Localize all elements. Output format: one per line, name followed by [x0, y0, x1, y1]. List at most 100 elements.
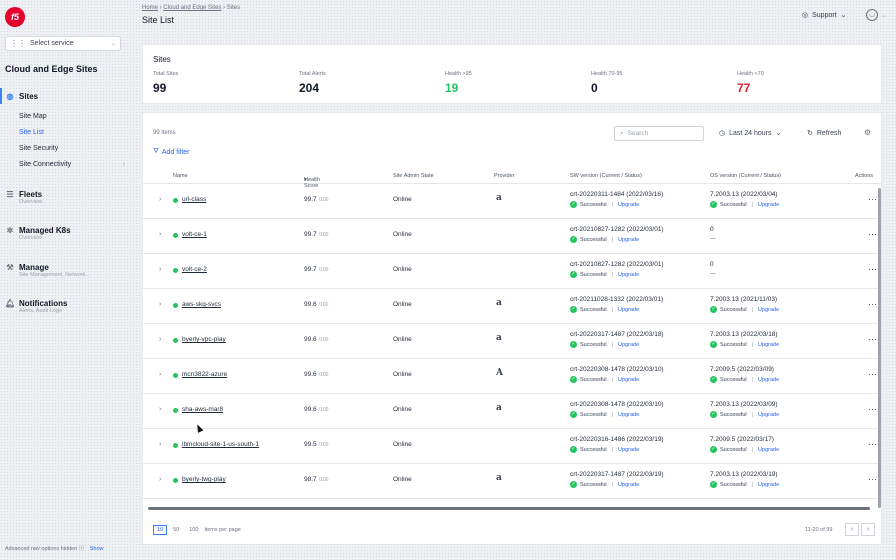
col-os[interactable]: OS version (Current / Status) [710, 173, 781, 179]
stat-value: 19 [445, 81, 459, 95]
nav-site-map[interactable]: Site Map [0, 108, 133, 124]
page-size-50[interactable]: 50 [173, 527, 180, 533]
upgrade-link[interactable]: Upgrade [618, 201, 640, 208]
upgrade-link[interactable]: Upgrade [618, 446, 640, 453]
table-row[interactable]: › byerly-vpc-play 99.6/100 Online a crt-20220… [143, 324, 881, 359]
nav-site-security[interactable]: Site Security [0, 140, 133, 156]
more-actions-icon[interactable]: ··· [868, 474, 877, 484]
health-value: 99.7 [304, 196, 317, 203]
expand-row-icon[interactable]: › [159, 301, 162, 308]
breadcrumb-home[interactable]: Home [142, 5, 159, 11]
table-row[interactable]: › volt-ce-2 99.7/100 Online crt-20210827-128… [143, 254, 881, 289]
nav-manage-label: Manage [19, 262, 49, 272]
expand-row-icon[interactable]: › [159, 406, 162, 413]
upgrade-link[interactable]: Upgrade [758, 306, 780, 313]
upgrade-link[interactable]: Upgrade [758, 411, 780, 418]
add-filter-button[interactable]: ⛛ Add filter [153, 148, 190, 156]
upgrade-link[interactable]: Upgrade [618, 306, 640, 313]
page-size-100[interactable]: 100 [189, 527, 199, 533]
more-actions-icon[interactable]: ··· [868, 404, 877, 414]
filter-icon: ⛛ [153, 148, 159, 155]
upgrade-link[interactable]: Upgrade [618, 236, 640, 243]
nav-site-connectivity[interactable]: Site Connectivity › [0, 156, 133, 172]
col-state[interactable]: Site Admin State [393, 173, 434, 179]
site-name-link[interactable]: byerly-vpc-play [182, 336, 226, 343]
more-actions-icon[interactable]: ··· [868, 299, 877, 309]
refresh-button[interactable]: ↻ Refresh [807, 129, 841, 138]
page-size-10[interactable]: 10 [153, 525, 168, 535]
nav-fleets[interactable]: ☰ Fleets Overview [0, 186, 133, 206]
site-name-link[interactable]: byerly-twg-play [182, 476, 226, 483]
col-sw[interactable]: SW version (Current / Status) [570, 173, 642, 179]
site-name-link[interactable]: url-class [182, 196, 207, 203]
f5-logo[interactable]: f5 [5, 7, 25, 27]
prev-page-button[interactable]: ‹ [845, 523, 859, 536]
breadcrumb-cloud-edge[interactable]: Cloud and Edge Sites [163, 5, 222, 11]
select-service-dropdown[interactable]: ⋮⋮ Select service ⌄ [5, 36, 121, 51]
upgrade-link[interactable]: Upgrade [758, 481, 780, 488]
upgrade-link[interactable]: Upgrade [618, 411, 640, 418]
site-name-link[interactable]: volt-ce-1 [182, 231, 207, 238]
nav-notifications[interactable]: 🔔︎ Notifications Alerts, Audit Logs [0, 295, 133, 315]
table-row[interactable]: › sha-aws-mar8 99.6/100 Online a crt-20220308… [143, 394, 881, 429]
os-version-cell: 0— [710, 226, 716, 242]
check-circle-icon: ✓ [570, 306, 577, 313]
more-actions-icon[interactable]: ··· [868, 439, 877, 449]
expand-row-icon[interactable]: › [159, 441, 162, 448]
table-row[interactable]: › url-class 99.7/100 Online a crt-20220311-14… [143, 184, 881, 219]
os-status: ✓ Successful | Upgrade [710, 341, 779, 348]
table-row[interactable]: › ibmcloud-site-1-us-south-1 99.5/100 Onlin… [143, 429, 881, 464]
vertical-scrollbar[interactable] [878, 188, 881, 508]
expand-row-icon[interactable]: › [159, 266, 162, 273]
more-actions-icon[interactable]: ··· [868, 229, 877, 239]
upgrade-link[interactable]: Upgrade [618, 271, 640, 278]
sw-version-cell: crt-20220317-1487 (2022/03/19) ✓ Successfu… [570, 471, 664, 488]
upgrade-link[interactable]: Upgrade [758, 201, 780, 208]
table-body: › url-class 99.7/100 Online a crt-20220311-14… [143, 184, 881, 499]
fleets-icon: ☰ [6, 189, 14, 199]
site-name-link[interactable]: sha-aws-mar8 [182, 406, 224, 413]
nav-manage[interactable]: ⚒ Manage Site Management, Network... [0, 259, 133, 279]
horizontal-scrollbar[interactable] [148, 507, 870, 510]
k8s-icon: ✲ [6, 225, 14, 235]
site-name-link[interactable]: ibmcloud-site-1-us-south-1 [182, 441, 259, 448]
site-name-link[interactable]: aws-skg-svcs [182, 301, 222, 308]
upgrade-link[interactable]: Upgrade [618, 481, 640, 488]
col-provider[interactable]: Provider [494, 173, 515, 179]
expand-row-icon[interactable]: › [159, 231, 162, 238]
chevron-down-icon[interactable]: ⌄ [881, 13, 887, 19]
nav-managed-k8s[interactable]: ✲ Managed K8s Overview [0, 222, 133, 242]
upgrade-link[interactable]: Upgrade [758, 376, 780, 383]
table-row[interactable]: › aws-skg-svcs 99.6/100 Online a crt-20211028… [143, 289, 881, 324]
more-actions-icon[interactable]: ··· [868, 264, 877, 274]
site-name-link[interactable]: mcn3822-azure [182, 371, 228, 378]
expand-row-icon[interactable]: › [159, 336, 162, 343]
expand-row-icon[interactable]: › [159, 476, 162, 483]
health-suffix: /100 [318, 407, 329, 413]
health-suffix: /100 [318, 302, 329, 308]
advanced-nav-show-link[interactable]: Show [89, 546, 104, 552]
upgrade-link[interactable]: Upgrade [618, 341, 640, 348]
check-circle-icon: ✓ [570, 376, 577, 383]
table-row[interactable]: › byerly-twg-play 98.7/100 Online a crt-20220… [143, 464, 881, 499]
col-name[interactable]: Name [173, 173, 188, 179]
more-actions-icon[interactable]: ··· [868, 334, 877, 344]
nav-site-list[interactable]: Site List [0, 124, 133, 140]
nav-sites[interactable]: ◍ Sites [0, 88, 133, 104]
user-avatar-icon[interactable]: ◡ [866, 9, 878, 21]
settings-gear-icon[interactable]: ⚙ [864, 128, 872, 137]
upgrade-link[interactable]: Upgrade [758, 341, 780, 348]
search-input[interactable]: ⌕ Search [614, 126, 704, 141]
time-range-select[interactable]: ◷ Last 24 hours ⌄ [719, 129, 781, 138]
expand-row-icon[interactable]: › [159, 196, 162, 203]
upgrade-link[interactable]: Upgrade [618, 376, 640, 383]
table-row[interactable]: › volt-ce-1 99.7/100 Online crt-20210827-128… [143, 219, 881, 254]
expand-row-icon[interactable]: › [159, 371, 162, 378]
more-actions-icon[interactable]: ··· [868, 369, 877, 379]
site-name-link[interactable]: volt-ce-2 [182, 266, 207, 273]
upgrade-link[interactable]: Upgrade [758, 446, 780, 453]
more-actions-icon[interactable]: ··· [868, 194, 877, 204]
support-menu[interactable]: ◎ Support ⌄ [802, 11, 847, 20]
next-page-button[interactable]: › [861, 523, 875, 536]
